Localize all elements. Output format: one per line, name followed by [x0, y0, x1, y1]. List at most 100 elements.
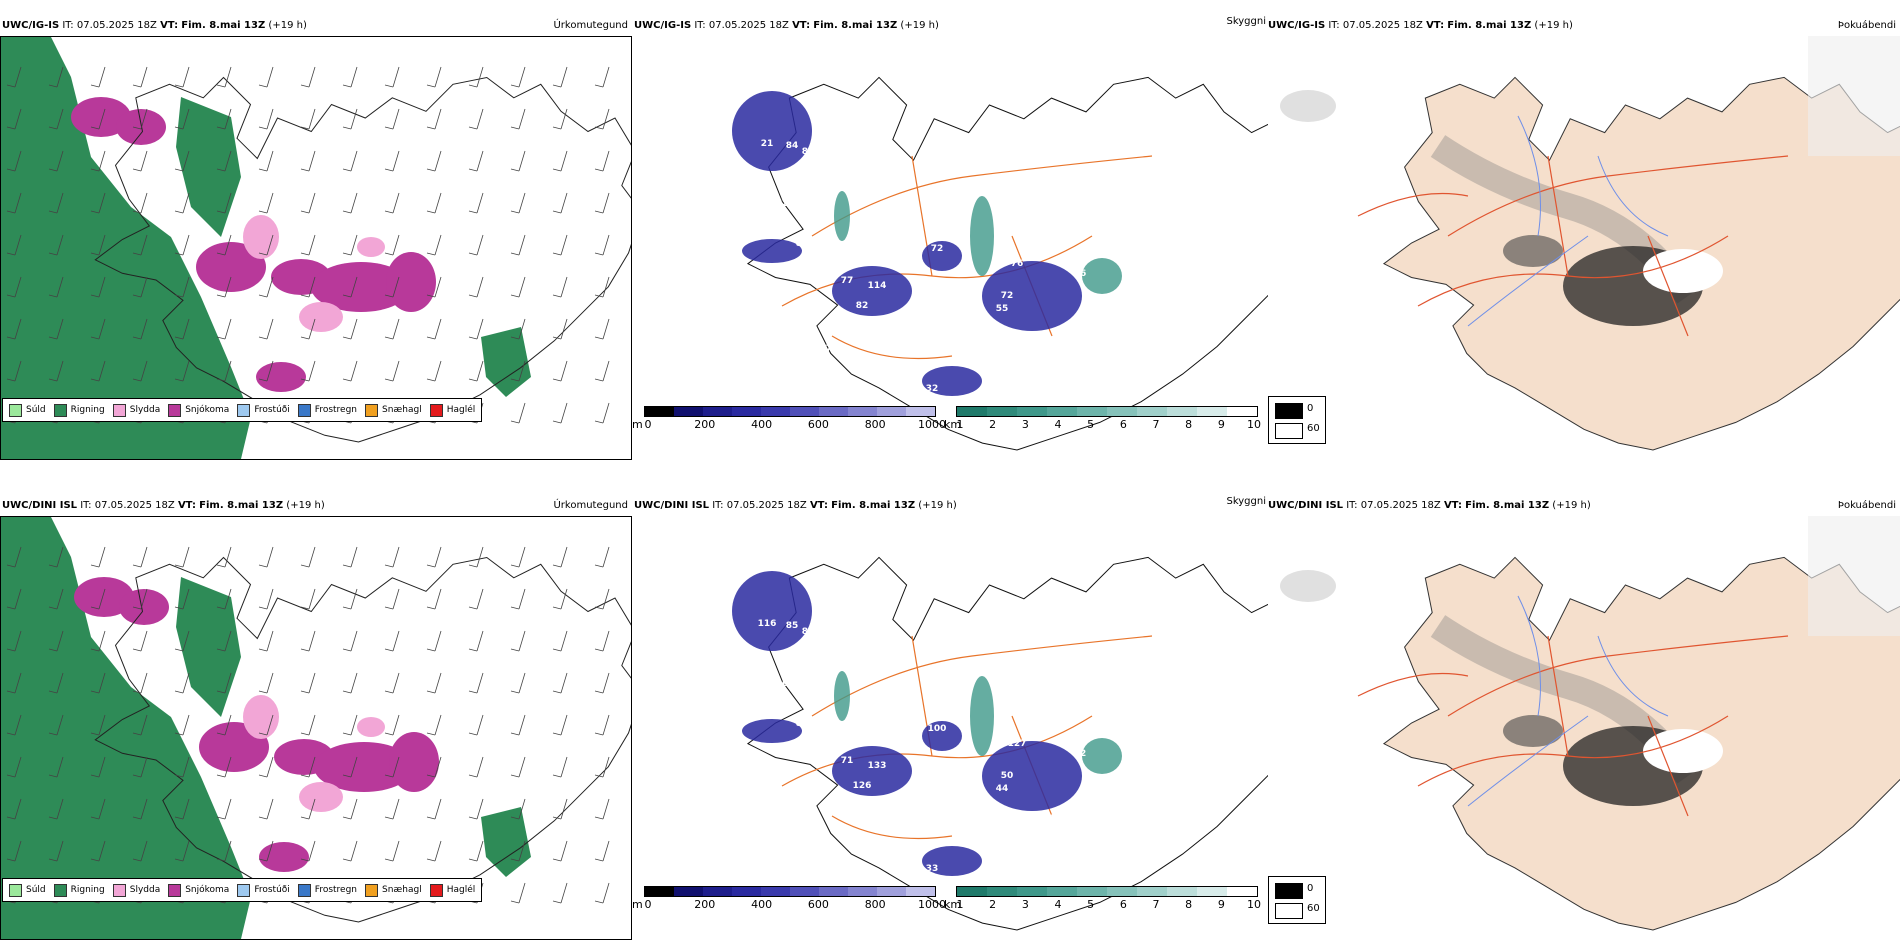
legend-item: Haglél [429, 883, 475, 897]
wind-barb-flag [174, 774, 184, 778]
wind-barb [384, 672, 400, 694]
wind-barb-flag [468, 774, 478, 778]
wind-barb-flag [552, 900, 562, 904]
cloudbase-map[interactable]: 65 21 84 82 12 72 65 84 72 40 72 76 114 77 82 72 55 66 32 7… [632, 36, 1268, 460]
wind-barb-staff [476, 276, 484, 298]
wind-barb-flag [6, 126, 16, 130]
wind-barb-flag [594, 252, 604, 256]
wind-barb-staff [350, 672, 358, 694]
fog-legend-label: 60 [1307, 903, 1320, 914]
wind-barb-staff [308, 840, 316, 862]
wind-barb [174, 714, 190, 736]
wind-barb [342, 192, 358, 214]
sleet-area [299, 782, 343, 812]
wind-barb-flag [594, 564, 604, 568]
precip-map[interactable] [0, 516, 632, 940]
fog-map[interactable] [1268, 36, 1900, 460]
rain-area [481, 327, 531, 397]
wind-barb [216, 588, 232, 610]
colorbar-step [1107, 887, 1137, 896]
wind-barb-staff [140, 234, 148, 256]
wind-barb-staff [140, 66, 148, 88]
wind-barb [216, 234, 232, 256]
colorbar-step [1137, 407, 1167, 416]
cloudbase-label: 21 [761, 139, 774, 149]
wind-barb [552, 108, 568, 130]
wind-barb-flag [132, 690, 142, 694]
wind-barb-flag [426, 606, 436, 610]
wind-barb-flag [552, 774, 562, 778]
cloudbase-label: 71 [841, 756, 854, 766]
wind-barb-staff [56, 840, 64, 862]
wind-barb-flag [426, 774, 436, 778]
wind-barb [426, 714, 442, 736]
wind-barb-staff [56, 318, 64, 340]
wind-barb [510, 402, 526, 424]
wind-barb-flag [216, 648, 226, 652]
road-network [1357, 155, 1789, 337]
wind-barb-flag [594, 858, 604, 862]
legend-label: Súld [26, 405, 46, 415]
wind-barb [6, 318, 22, 340]
wind-barb-flag [384, 606, 394, 610]
wind-barb [510, 756, 526, 778]
wind-barb-staff [308, 66, 316, 88]
wind-barb [132, 672, 148, 694]
wind-barb-flag [384, 168, 394, 172]
glacier-area [1643, 249, 1723, 293]
wind-barb [552, 630, 568, 652]
coastline [94, 76, 631, 443]
cloudbase-label: 84 [796, 239, 809, 249]
precip-map[interactable] [0, 36, 632, 460]
wind-barb-staff [476, 318, 484, 340]
wind-barb-staff [350, 276, 358, 298]
colorbar-step [848, 887, 877, 896]
wind-barb-staff [518, 402, 526, 424]
wind-barb-flag [468, 210, 478, 214]
wind-barb-staff [434, 192, 442, 214]
wind-barb-flag [510, 378, 520, 382]
wind-barb-flag [384, 858, 394, 862]
wind-barb-flag [174, 858, 184, 862]
wind-barb [174, 840, 190, 862]
legend-label: Rigning [70, 885, 105, 895]
wind-barb-staff [518, 714, 526, 736]
cloudbase-label: 77 [841, 276, 854, 286]
fog-map[interactable] [1268, 516, 1900, 940]
wind-barb-staff [308, 546, 316, 568]
road-network [1357, 635, 1789, 817]
cloudbase-map[interactable]: 37 116 85 83 88 66 87 80 10 69 100 127 133 71 126 50 44 8… [632, 516, 1268, 940]
wind-barb-staff [182, 108, 190, 130]
wind-barb [48, 756, 64, 778]
wind-barb [342, 276, 358, 298]
wind-barb-flag [132, 774, 142, 778]
fog-panel: UWC/IG-IS IT: 07.05.2025 18Z VT: Fim. 8.… [1268, 0, 1900, 460]
wind-barb-staff [14, 276, 22, 298]
wind-barb-flag [6, 648, 16, 652]
wind-barb-staff [602, 276, 610, 298]
wind-barb-staff [56, 192, 64, 214]
cloudbase-area [832, 746, 912, 796]
wind-barb-staff [224, 318, 232, 340]
wind-barb-staff [14, 318, 22, 340]
wind-barb-flag [384, 378, 394, 382]
wind-barb-staff [434, 840, 442, 862]
colorbar-step [674, 887, 703, 896]
wind-barb [384, 840, 400, 862]
wind-barb-staff [308, 588, 316, 610]
legend-swatch [168, 403, 182, 417]
wind-barb-flag [6, 336, 16, 340]
fog-area [1503, 235, 1563, 267]
colorbar-step [987, 887, 1017, 896]
wind-barb-staff [560, 234, 568, 256]
legend-item: Súld [9, 883, 46, 897]
wind-barb-staff [56, 150, 64, 172]
wind-barb-staff [392, 588, 400, 610]
colorbar-step [1107, 407, 1137, 416]
wind-barb-flag [90, 774, 100, 778]
legend-label: Slydda [129, 885, 161, 895]
wind-barb-staff [602, 756, 610, 778]
wind-barb [6, 672, 22, 694]
wind-barb-staff [560, 630, 568, 652]
wind-barb [510, 234, 526, 256]
